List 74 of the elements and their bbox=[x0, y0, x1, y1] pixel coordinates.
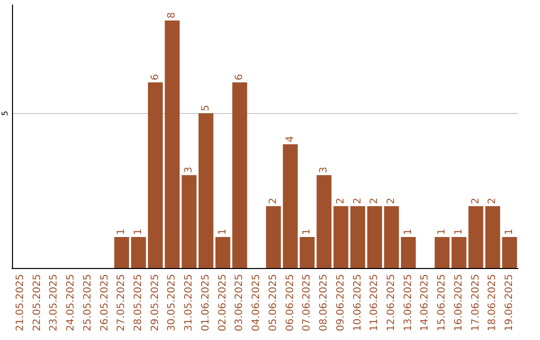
data-label: 1 bbox=[302, 228, 313, 236]
data-label: 1 bbox=[217, 228, 228, 236]
data-label: 2 bbox=[470, 198, 482, 204]
x-tick-label: 03.06.2025 bbox=[234, 274, 246, 332]
data-label: 6 bbox=[150, 74, 161, 80]
bar bbox=[282, 144, 298, 268]
x-tick-label: 02.06.2025 bbox=[217, 274, 228, 332]
bar bbox=[266, 206, 281, 268]
x-tick-label: 23.05.2025 bbox=[48, 274, 60, 332]
x-tick-label: 22.05.2025 bbox=[32, 274, 43, 332]
bar bbox=[114, 237, 130, 268]
bar bbox=[384, 206, 399, 268]
bar bbox=[452, 237, 466, 268]
data-label: 1 bbox=[116, 228, 128, 236]
bar bbox=[316, 175, 332, 268]
bar bbox=[485, 206, 500, 268]
bar bbox=[131, 237, 146, 268]
bar bbox=[300, 237, 315, 268]
x-tick-label: 12.06.2025 bbox=[386, 274, 397, 332]
bar bbox=[198, 113, 214, 268]
x-tick-label: 18.06.2025 bbox=[487, 274, 498, 332]
x-tick-label: 15.06.2025 bbox=[436, 274, 448, 332]
x-tick-label: 31.05.2025 bbox=[184, 274, 195, 332]
data-label: 5 bbox=[200, 104, 212, 112]
bar bbox=[502, 237, 517, 268]
x-tick-label: 14.06.2025 bbox=[420, 274, 431, 332]
bar bbox=[468, 206, 484, 268]
x-tick-label: 04.06.2025 bbox=[251, 274, 262, 332]
x-tick-label: 30.05.2025 bbox=[166, 274, 178, 332]
x-tick-label: 06.06.2025 bbox=[284, 274, 296, 332]
data-label: 6 bbox=[234, 74, 246, 80]
x-tick-label: 07.06.2025 bbox=[302, 274, 313, 332]
bar bbox=[182, 175, 197, 268]
x-tick-label: 05.06.2025 bbox=[268, 274, 279, 332]
data-label: 2 bbox=[352, 198, 364, 204]
data-label: 1 bbox=[402, 228, 414, 236]
data-label: 1 bbox=[133, 228, 144, 236]
data-label: 1 bbox=[453, 228, 464, 236]
bar bbox=[367, 206, 382, 268]
x-tick-label: 13.06.2025 bbox=[402, 274, 414, 332]
x-tick-label: 25.05.2025 bbox=[82, 274, 94, 332]
data-label: 2 bbox=[369, 198, 380, 204]
x-tick-label: 01.06.2025 bbox=[200, 274, 212, 332]
bar bbox=[350, 206, 366, 268]
data-label: 3 bbox=[318, 166, 330, 174]
data-label: 2 bbox=[268, 198, 279, 204]
data-label: 2 bbox=[335, 198, 346, 204]
bar bbox=[215, 237, 230, 268]
x-tick-label: 24.05.2025 bbox=[66, 274, 77, 332]
x-tick-label: 28.05.2025 bbox=[133, 274, 144, 332]
bar bbox=[333, 206, 348, 268]
data-label: 2 bbox=[386, 198, 397, 204]
x-tick-label: 11.06.2025 bbox=[369, 274, 380, 332]
data-label: 8 bbox=[166, 12, 178, 18]
data-label: 3 bbox=[184, 166, 195, 174]
x-tick-label: 26.05.2025 bbox=[99, 274, 110, 332]
data-label: 1 bbox=[504, 228, 516, 236]
bar bbox=[232, 82, 248, 268]
x-tick-label: 29.05.2025 bbox=[150, 274, 161, 332]
x-tick-label: 10.06.2025 bbox=[352, 274, 364, 332]
x-tick-label: 21.05.2025 bbox=[14, 274, 26, 332]
data-label: 4 bbox=[284, 136, 296, 142]
x-tick-label: 16.06.2025 bbox=[453, 274, 464, 332]
bar bbox=[148, 82, 163, 268]
data-label: 2 bbox=[487, 198, 498, 204]
x-tick-label: 27.05.2025 bbox=[116, 274, 128, 332]
x-tick-label: 19.06.2025 bbox=[504, 274, 516, 332]
x-tick-label: 09.06.2025 bbox=[335, 274, 346, 332]
x-tick-label: 08.06.2025 bbox=[318, 274, 330, 332]
bar bbox=[434, 237, 450, 268]
bar bbox=[164, 20, 180, 268]
bar bbox=[400, 237, 416, 268]
x-tick-label: 17.06.2025 bbox=[470, 274, 482, 332]
data-label: 1 bbox=[436, 228, 448, 236]
